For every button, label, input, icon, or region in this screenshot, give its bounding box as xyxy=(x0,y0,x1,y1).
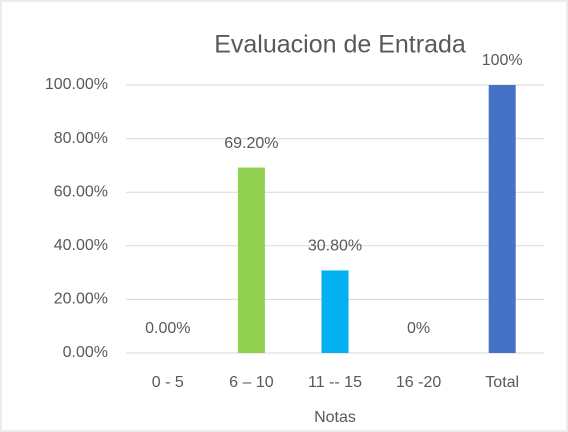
y-tick-label: 60.00% xyxy=(54,183,108,200)
y-tick-label: 100.00% xyxy=(45,76,108,93)
x-tick-label: 16 -20 xyxy=(396,374,441,391)
bar xyxy=(321,270,349,353)
value-label: 30.80% xyxy=(308,238,362,255)
bar xyxy=(237,167,265,353)
value-label: 0.00% xyxy=(145,320,190,337)
x-tick-label: 0 - 5 xyxy=(152,374,184,391)
bar xyxy=(488,85,516,353)
x-tick-label: 6 – 10 xyxy=(229,374,274,391)
y-tick-label: 20.00% xyxy=(54,291,108,308)
x-tick-label: Total xyxy=(485,374,519,391)
y-tick-label: 0.00% xyxy=(63,344,108,361)
y-tick-label: 40.00% xyxy=(54,237,108,254)
y-tick-label: 80.00% xyxy=(54,130,108,147)
chart-title: Evaluacion de Entrada xyxy=(214,31,466,59)
value-label: 100% xyxy=(482,52,523,69)
x-tick-label: 11 -- 15 xyxy=(308,374,362,391)
value-label: 69.20% xyxy=(224,135,278,152)
x-axis-label: Notas xyxy=(314,409,356,426)
value-label: 0% xyxy=(407,320,430,337)
